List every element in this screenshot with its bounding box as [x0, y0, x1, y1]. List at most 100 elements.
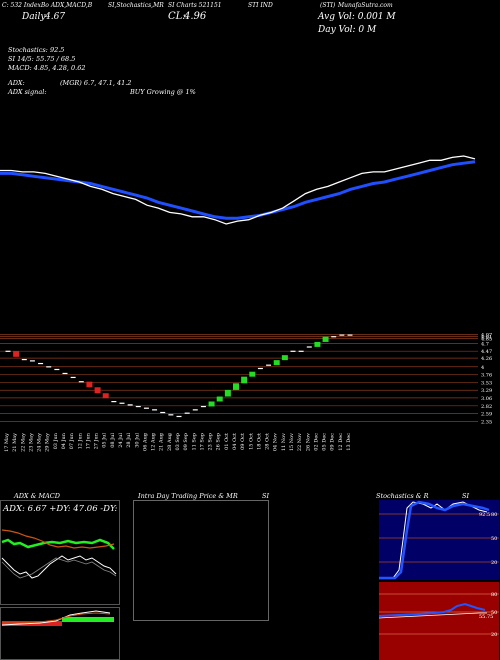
price-ema-chart	[0, 155, 476, 225]
y-tick-label: 3.76	[481, 373, 492, 379]
candle	[224, 389, 231, 397]
macd-histogram-positive	[62, 617, 114, 622]
header-tabs: C: 532 IndexBo ADX,MACD,B	[2, 2, 93, 9]
rsi-label-80: 80	[491, 592, 497, 598]
candle	[331, 336, 337, 338]
x-tick-label: 13 Dec	[346, 433, 352, 451]
candle	[306, 346, 312, 348]
x-tick-label: 05 Jul	[102, 433, 108, 448]
ema-line	[0, 160, 476, 220]
x-tick-label: 28 Oct	[265, 433, 271, 450]
y-tick-label: 2.59	[481, 411, 492, 417]
candle	[152, 409, 158, 411]
intraday-si: SI	[262, 492, 270, 500]
stochastics-readout: Stochastics: 92.5	[8, 46, 65, 54]
candle	[347, 334, 353, 336]
candle	[249, 371, 256, 377]
x-tick-label: 11 Nov	[281, 433, 287, 451]
x-tick-label: 05 Dec	[322, 433, 328, 451]
x-tick-label: 01 Oct	[224, 433, 230, 450]
stoch-value: 92.5	[479, 512, 490, 518]
header-ticker: (STI)	[320, 2, 336, 9]
x-tick-label: 04 Oct	[232, 433, 238, 450]
x-tick-label: 23 May	[28, 433, 34, 452]
candle	[314, 341, 321, 347]
y-tick-label: 3.53	[481, 380, 492, 386]
x-tick-label: 17 Sep	[199, 433, 205, 451]
price-line	[0, 155, 476, 225]
candle	[290, 350, 296, 352]
stoch-label-20: 20	[491, 560, 497, 566]
stoch-label-50: 50	[491, 536, 497, 542]
x-tick-label: 07 Jun	[69, 432, 75, 449]
candle	[135, 405, 141, 408]
x-tick-label: 27 Jun	[94, 432, 100, 449]
adx-label: ADX:	[8, 79, 25, 87]
candle	[38, 362, 44, 365]
header-site: SI Charts 521151	[168, 2, 222, 9]
adx-panel: ADX: 6.67 +DY: 47.06 -DY: 41.15	[0, 500, 120, 605]
x-tick-label: 24 Jul	[118, 433, 124, 448]
x-tick-label: 09 Dec	[330, 433, 336, 451]
candle	[13, 351, 20, 357]
stoch-panel-si: SI	[462, 492, 470, 500]
adx-signal: BUY Growing @ 1%	[130, 88, 196, 96]
y-tick-label: 2.82	[481, 404, 492, 410]
x-tick-label: 22 May	[20, 433, 26, 452]
x-tick-label: 12 Aug	[151, 432, 157, 451]
macd-panel-frame	[0, 607, 120, 660]
candle	[339, 334, 345, 336]
candle	[176, 415, 182, 418]
x-tick-label: 17 Jun	[85, 432, 91, 449]
y-tick-label: 4.47	[481, 349, 492, 355]
intraday-title: Intra Day Trading Price & MR	[138, 492, 238, 500]
x-tick-label: 17 May	[4, 433, 10, 452]
rsi-background	[379, 582, 499, 660]
x-tick-label: 04 Nov	[273, 433, 279, 451]
rsi-value: 55.75	[479, 614, 493, 620]
plus-di-line	[1, 538, 115, 550]
adx-secondary-line	[1, 557, 117, 579]
candle	[29, 360, 35, 362]
header-ema-label: SI,Stochastics,MR	[108, 2, 164, 9]
avg-volume: Avg Vol: 0.001 M	[318, 12, 396, 22]
candle	[127, 404, 133, 406]
rsi-line	[379, 602, 486, 617]
candle	[54, 368, 60, 371]
x-tick-label: 15 Oct	[248, 433, 254, 450]
candle	[266, 364, 272, 366]
macd-signal-line	[2, 612, 111, 624]
x-tick-label: 09 Oct	[240, 433, 246, 450]
macd-panel	[0, 607, 120, 660]
day-volume: Day Vol: 0 M	[318, 25, 377, 35]
stoch-d-line	[379, 500, 490, 580]
close-value: 4.96	[184, 11, 207, 22]
x-tick-label: 06 Aug	[142, 432, 148, 451]
candle	[21, 358, 27, 361]
x-tick-label: 22 Nov	[297, 433, 303, 451]
adx-values: (MGR) 6.7, 47.1, 41.2	[60, 79, 132, 87]
candle	[102, 393, 109, 399]
header-brand: MunafaSutra.com	[338, 2, 393, 9]
candle	[273, 360, 280, 366]
candle	[208, 401, 215, 407]
x-tick-label: 08 Jul	[110, 433, 116, 448]
y-tick-label: 4	[481, 365, 484, 371]
adx-readout: ADX: 6.67 +DY: 47.06 -DY: 41.15	[2, 504, 120, 514]
candle	[5, 350, 11, 352]
adx-panel-frame	[0, 500, 120, 605]
y-tick-label: 3.06	[481, 396, 492, 402]
candle	[322, 336, 329, 342]
x-tick-label: 29 May	[45, 433, 51, 452]
header-title: STI IND	[248, 2, 273, 9]
candlestick-chart: 4.974.914.854.74.474.26 4 3.763.53 3.29 3.06…	[0, 333, 492, 452]
candle	[298, 350, 304, 352]
x-tick-label: 24 May	[37, 433, 43, 452]
x-tick-label: 28 Jul	[126, 433, 132, 448]
candle	[94, 387, 101, 394]
x-tick-label: 23 Sep	[208, 433, 214, 451]
x-tick-label: 30 Jul	[134, 433, 140, 448]
candle	[119, 402, 125, 404]
y-tick-label: 3.29	[481, 388, 492, 394]
x-tick-label: 02 Dec	[313, 433, 319, 451]
